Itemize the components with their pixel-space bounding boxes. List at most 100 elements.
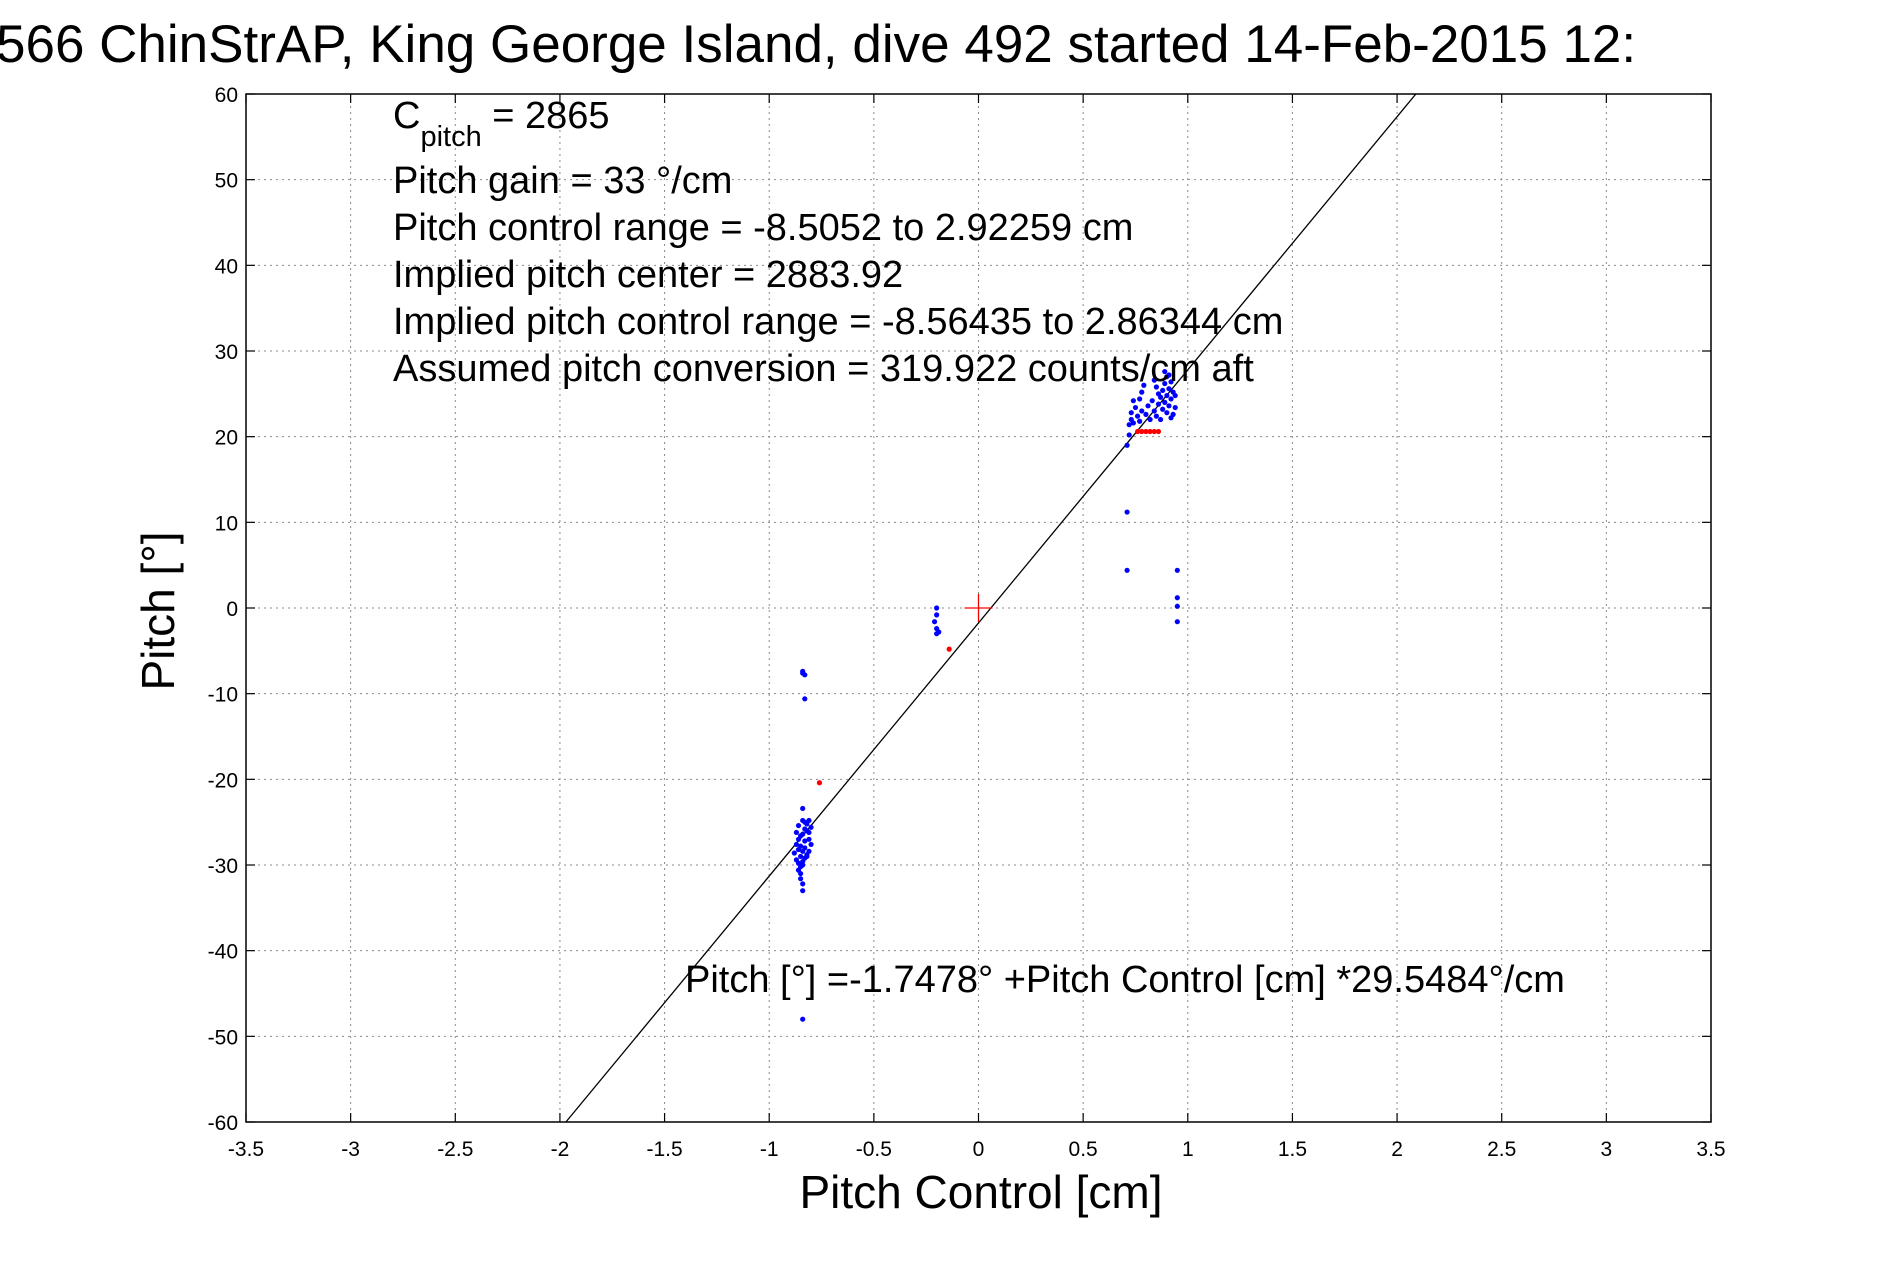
- blue-point: [1172, 404, 1178, 411]
- x-tick-label: 3.5: [1696, 1138, 1725, 1161]
- blue-point: [1134, 413, 1141, 419]
- blue-point: [1130, 420, 1136, 426]
- implied-control-range-annotation: Implied pitch control range = -8.56435 t…: [393, 301, 1283, 343]
- red-point: [1155, 428, 1162, 435]
- blue-point: [1153, 413, 1159, 419]
- blue-point: [1166, 386, 1172, 392]
- blue-point: [795, 846, 802, 853]
- blue-point: [791, 850, 797, 856]
- red-point: [816, 780, 823, 786]
- x-tick-label: 0.5: [1069, 1138, 1098, 1161]
- x-tick-label: 0: [973, 1138, 985, 1161]
- blue-point: [800, 1016, 806, 1022]
- x-tick-label: -0.5: [856, 1138, 892, 1161]
- x-tick-label: 1: [1182, 1138, 1194, 1161]
- blue-point: [1128, 410, 1134, 416]
- blue-point: [793, 829, 800, 836]
- blue-point: [1132, 404, 1139, 411]
- blue-point: [806, 829, 812, 836]
- blue-point: [1124, 567, 1130, 573]
- blue-point: [1147, 416, 1153, 423]
- y-tick-label: -40: [208, 941, 238, 964]
- x-tick-label: 3: [1601, 1138, 1613, 1161]
- x-tick-label: -1.5: [646, 1138, 682, 1161]
- blue-point: [1139, 389, 1145, 395]
- implied-pitch-center-annotation: Implied pitch center = 2883.92: [393, 254, 903, 296]
- x-tick-label: -2: [551, 1138, 570, 1161]
- blue-point: [802, 845, 808, 851]
- data-points: [791, 368, 1180, 1022]
- blue-point: [1145, 403, 1151, 409]
- blue-point: [1162, 368, 1168, 375]
- x-axis-ticks: -3.5 -3 -2.5 -2 -1.5 -1 -0.5 0 0.5 1 1.5 2 2.5 3 3.5: [228, 94, 1726, 1161]
- blue-point: [1174, 595, 1180, 601]
- scatter-series: [816, 428, 1162, 786]
- blue-point: [1168, 379, 1174, 385]
- y-tick-label: 10: [215, 512, 238, 535]
- blue-point: [1174, 619, 1180, 625]
- blue-point: [802, 838, 808, 844]
- blue-point: [1162, 380, 1168, 387]
- blue-point: [795, 836, 802, 842]
- blue-point: [934, 605, 940, 611]
- blue-point: [1172, 392, 1178, 399]
- y-tick-label: 60: [215, 84, 238, 107]
- blue-point: [1130, 398, 1136, 404]
- blue-point: [806, 817, 812, 824]
- red-point: [1134, 428, 1141, 435]
- blue-point: [1143, 411, 1149, 417]
- red-point: [1143, 428, 1149, 435]
- blue-point: [1139, 408, 1145, 414]
- y-tick-label: -10: [208, 684, 238, 707]
- blue-point: [804, 853, 810, 860]
- blue-point: [798, 876, 804, 882]
- blue-point: [800, 831, 806, 837]
- blue-point: [934, 612, 940, 618]
- x-tick-label: -3: [341, 1138, 360, 1161]
- blue-point: [806, 848, 812, 854]
- blue-point: [1164, 392, 1170, 399]
- x-tick-label: -3.5: [228, 1138, 264, 1161]
- blue-point: [798, 870, 804, 877]
- blue-point: [1160, 387, 1166, 394]
- y-axis-title: Pitch [°]: [132, 531, 184, 690]
- blue-point: [802, 696, 808, 702]
- blue-point: [1157, 416, 1164, 423]
- blue-point: [934, 631, 940, 637]
- x-tick-label: 2: [1391, 1138, 1403, 1161]
- blue-point: [1151, 408, 1157, 414]
- x-tick-label: 1.5: [1278, 1138, 1307, 1161]
- y-tick-label: -60: [208, 1112, 238, 1135]
- pitch-gain-annotation: Pitch gain = 33 °/cm: [393, 160, 732, 202]
- blue-point: [800, 862, 806, 868]
- blue-point: [806, 836, 812, 842]
- blue-point: [1137, 396, 1143, 402]
- blue-point: [798, 853, 804, 860]
- blue-point: [1166, 403, 1172, 409]
- x-tick-label: -2.5: [437, 1138, 473, 1161]
- blue-point: [1166, 372, 1172, 378]
- blue-point: [1168, 415, 1174, 421]
- x-tick-label: -1: [760, 1138, 779, 1161]
- y-tick-label: -30: [208, 855, 238, 878]
- red-point: [1151, 428, 1157, 435]
- blue-point: [795, 822, 802, 829]
- blue-point: [1141, 382, 1147, 388]
- center-marker: [964, 594, 993, 622]
- blue-point: [1162, 399, 1168, 405]
- blue-point: [1126, 432, 1132, 438]
- blue-point: [1149, 398, 1155, 404]
- chart-title: 566 ChinStrAP, King George Island, dive …: [0, 15, 1636, 74]
- blue-point: [1124, 509, 1130, 515]
- blue-point: [931, 619, 938, 625]
- x-axis-title: Pitch Control [cm]: [800, 1166, 1163, 1218]
- blue-point: [800, 881, 806, 887]
- pitch-conversion-annotation: Assumed pitch conversion = 319.922 count…: [393, 348, 1254, 390]
- blue-point: [1126, 422, 1132, 428]
- blue-point: [1174, 567, 1180, 573]
- blue-point: [1164, 410, 1170, 416]
- blue-point: [800, 670, 806, 676]
- y-tick-label: -20: [208, 769, 238, 792]
- blue-point: [800, 888, 806, 894]
